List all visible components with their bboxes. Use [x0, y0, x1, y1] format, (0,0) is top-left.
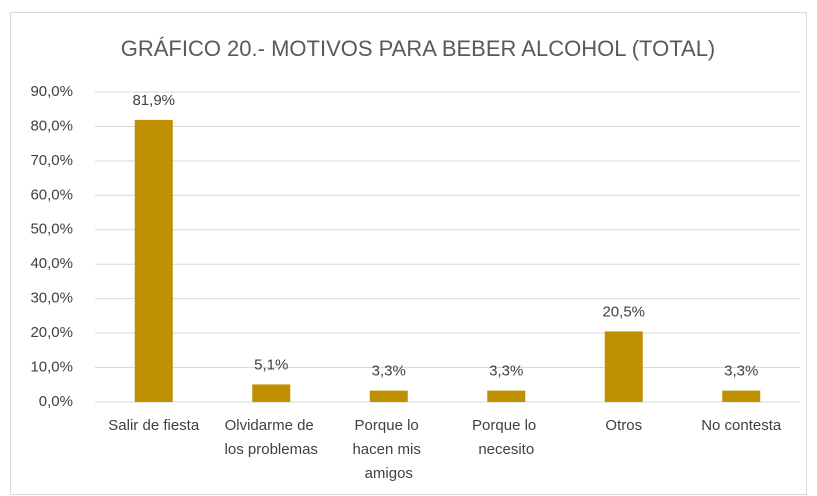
y-tick-label: 80,0%	[30, 117, 73, 134]
data-label: 3,3%	[372, 363, 406, 380]
y-tick-label: 40,0%	[30, 255, 73, 272]
data-label: 3,3%	[489, 363, 523, 380]
data-label: 20,5%	[602, 303, 645, 320]
data-label: 3,3%	[724, 363, 758, 380]
y-tick-label: 90,0%	[30, 83, 73, 100]
y-tick-label: 30,0%	[30, 290, 73, 307]
data-label: 5,1%	[254, 356, 288, 373]
data-label: 81,9%	[132, 92, 175, 109]
y-tick-label: 50,0%	[30, 221, 73, 238]
bar	[722, 390, 761, 402]
y-tick-label: 10,0%	[30, 359, 73, 376]
y-tick-label: 20,0%	[30, 324, 73, 341]
chart-title: GRÁFICO 20.- MOTIVOS PARA BEBER ALCOHOL …	[121, 36, 716, 61]
bar	[487, 390, 526, 402]
x-tick-label: Salir de fiesta	[108, 417, 200, 434]
bar	[134, 119, 173, 403]
x-tick-label: Olvidarme de los problemas	[225, 417, 318, 458]
x-tick-label: No contesta	[701, 417, 782, 434]
y-tick-label: 70,0%	[30, 152, 73, 169]
y-tick-label: 60,0%	[30, 186, 73, 203]
y-tick-label: 0,0%	[39, 393, 73, 410]
bar	[604, 331, 643, 402]
x-tick-label: Otros	[605, 417, 642, 434]
x-tick-label: Porque lo necesito	[472, 417, 540, 458]
x-tick-label: Porque lo hacen mis amigos	[352, 417, 425, 482]
bar	[369, 390, 408, 402]
bar	[252, 384, 291, 402]
